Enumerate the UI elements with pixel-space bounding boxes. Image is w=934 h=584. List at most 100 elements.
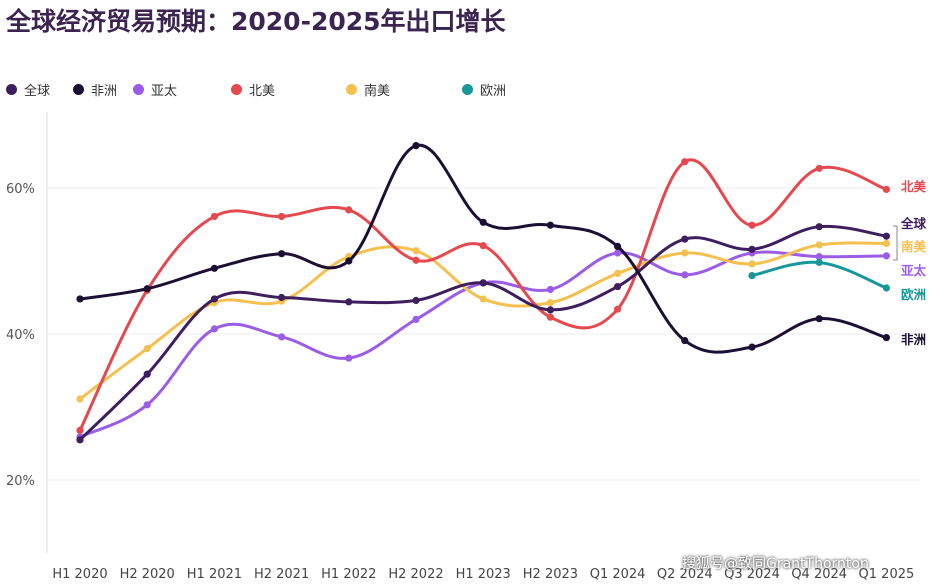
data-point — [479, 242, 487, 250]
legend-item: 亚太 — [133, 80, 177, 99]
data-point — [143, 345, 151, 353]
data-point — [412, 256, 420, 264]
data-point — [546, 306, 555, 314]
data-point — [882, 239, 891, 248]
legend-item: 欧洲 — [462, 80, 506, 99]
data-point — [546, 313, 555, 321]
legend-dot — [346, 84, 357, 95]
data-point — [76, 426, 84, 434]
data-point — [681, 249, 689, 257]
legend-dot — [6, 84, 17, 95]
data-point — [614, 282, 622, 291]
data-point — [412, 315, 420, 323]
data-point — [614, 242, 622, 250]
data-point — [412, 247, 420, 255]
x-tick-label: Q1 2025 — [859, 567, 915, 582]
end-label: 亚太 — [901, 263, 927, 278]
data-point — [479, 279, 487, 287]
legend-dot — [133, 84, 144, 95]
data-point — [345, 298, 353, 306]
data-point — [546, 221, 555, 229]
legend-dot — [73, 84, 84, 95]
data-point — [479, 218, 487, 226]
series-line-北美 — [78, 158, 888, 432]
data-point — [479, 295, 487, 303]
data-point — [882, 334, 891, 342]
x-tick-label: H2 2023 — [523, 567, 578, 582]
data-point — [412, 142, 420, 150]
x-tick-label: H2 2020 — [120, 567, 175, 582]
data-point — [210, 325, 218, 333]
data-point — [278, 333, 286, 341]
legend-item: 北美 — [231, 80, 275, 99]
label-bracket — [893, 225, 898, 261]
data-point — [748, 343, 756, 351]
data-point — [815, 253, 823, 261]
legend-label: 北美 — [249, 84, 276, 99]
series-line-欧洲 — [750, 260, 888, 290]
end-label: 北美 — [901, 179, 927, 194]
data-point — [748, 260, 756, 268]
legend-label: 南美 — [364, 84, 391, 99]
data-point — [210, 264, 218, 272]
data-point — [748, 245, 756, 253]
data-point — [614, 249, 622, 257]
data-point — [76, 395, 84, 403]
data-point — [412, 296, 420, 305]
data-point — [278, 293, 286, 302]
data-point — [882, 185, 891, 194]
x-tick-label: H1 2022 — [321, 567, 376, 582]
x-tick-label: H1 2023 — [456, 567, 511, 582]
end-label: 全球 — [900, 216, 927, 231]
end-label: 南美 — [901, 239, 927, 254]
data-point — [143, 285, 151, 293]
data-point — [882, 252, 891, 260]
data-point — [345, 206, 353, 214]
end-label: 欧洲 — [901, 287, 926, 302]
legend-label: 欧洲 — [480, 84, 507, 99]
x-tick-label: Q1 2024 — [590, 567, 646, 582]
legend-label: 非洲 — [91, 84, 118, 99]
x-tick-label: H2 2022 — [388, 567, 443, 582]
legend-dot — [462, 84, 473, 95]
end-label: 非洲 — [901, 332, 926, 347]
legend-label: 亚太 — [151, 84, 178, 99]
legend-item: 非洲 — [73, 80, 117, 99]
watermark-text: 搜狐号@致同GrantThornton — [682, 556, 869, 572]
y-tick-label: 60% — [6, 182, 35, 197]
data-point — [815, 164, 823, 172]
x-tick-label: H1 2020 — [52, 567, 107, 582]
x-tick-label: H2 2021 — [254, 567, 309, 582]
data-point — [76, 436, 84, 444]
x-tick-label: H1 2021 — [187, 567, 242, 582]
y-tick-label: 40% — [6, 328, 35, 343]
series-line-非洲 — [78, 143, 888, 354]
x-tick-label: Q2 2024 — [657, 567, 713, 582]
data-point — [546, 285, 555, 294]
series-line-南美 — [78, 241, 888, 401]
legend-item: 全球 — [6, 80, 50, 99]
data-point — [815, 223, 823, 231]
chart-title: 全球经济贸易预期：2020-2025年出口增长 — [6, 7, 506, 36]
data-point — [882, 232, 891, 240]
data-point — [882, 284, 891, 292]
x-tick-label: Q3 2024 — [724, 567, 780, 582]
data-point — [210, 295, 218, 303]
data-point — [681, 158, 689, 166]
data-point — [143, 401, 151, 409]
data-point — [748, 272, 756, 280]
data-point — [76, 295, 84, 303]
data-point — [345, 354, 353, 362]
series-line-全球 — [78, 224, 888, 442]
data-point — [815, 258, 823, 267]
data-point — [345, 257, 353, 265]
data-point — [815, 241, 823, 249]
legend-label: 全球 — [24, 84, 51, 99]
data-point — [278, 212, 286, 221]
legend-item: 南美 — [346, 80, 390, 99]
data-point — [210, 212, 218, 221]
chart-legend: 全球 非洲 亚太 北美 南美 欧洲 — [0, 80, 934, 104]
data-point — [614, 269, 622, 278]
data-point — [278, 250, 286, 258]
